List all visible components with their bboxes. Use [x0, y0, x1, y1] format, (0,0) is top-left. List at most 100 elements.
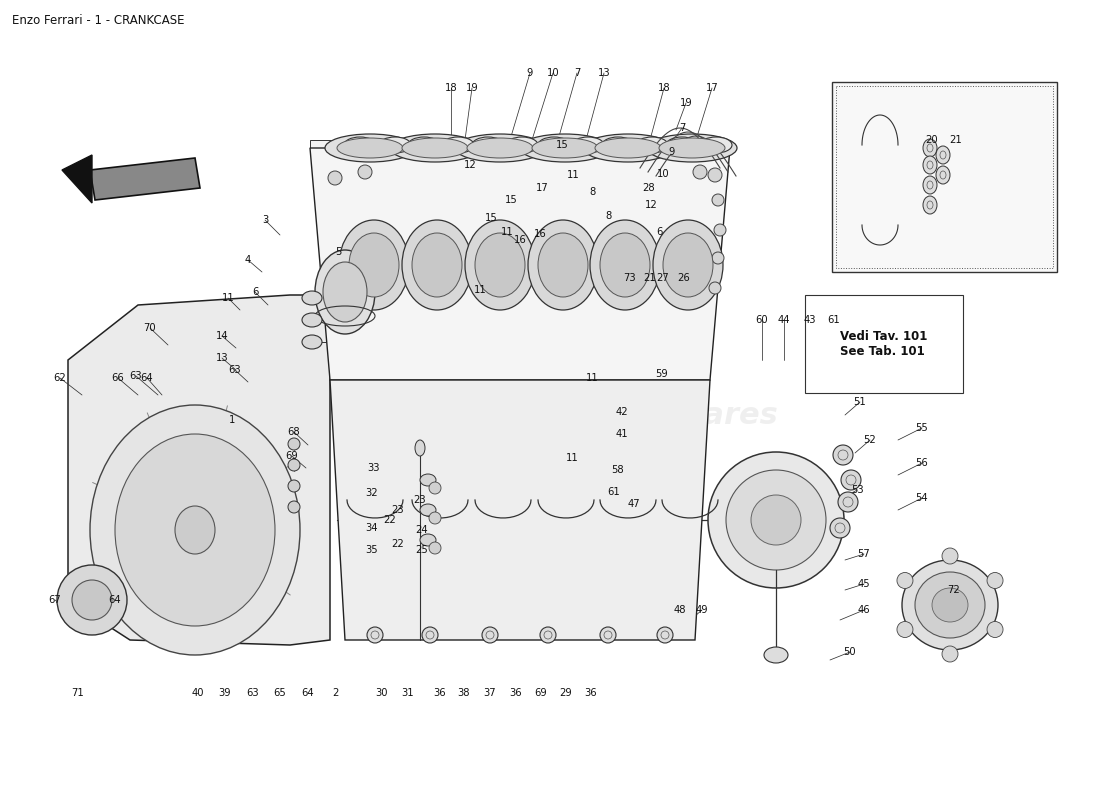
- Text: 17: 17: [705, 83, 718, 93]
- Ellipse shape: [726, 470, 826, 570]
- Ellipse shape: [302, 335, 322, 349]
- Ellipse shape: [923, 176, 937, 194]
- Text: 6: 6: [656, 227, 662, 237]
- Ellipse shape: [90, 405, 300, 655]
- Text: 19: 19: [680, 98, 692, 108]
- Polygon shape: [62, 155, 92, 203]
- Ellipse shape: [302, 313, 322, 327]
- Text: 36: 36: [433, 688, 447, 698]
- Ellipse shape: [455, 134, 544, 162]
- Text: 54: 54: [915, 493, 928, 503]
- Text: 7: 7: [574, 68, 580, 78]
- Text: 63: 63: [130, 371, 142, 381]
- Ellipse shape: [896, 622, 913, 638]
- Text: 16: 16: [514, 235, 527, 245]
- Ellipse shape: [349, 233, 399, 297]
- Ellipse shape: [429, 542, 441, 554]
- Text: 57: 57: [858, 549, 870, 559]
- Ellipse shape: [57, 565, 126, 635]
- Ellipse shape: [942, 646, 958, 662]
- Text: 15: 15: [485, 213, 497, 223]
- Text: 28: 28: [642, 183, 656, 193]
- Text: 51: 51: [854, 397, 867, 407]
- Ellipse shape: [175, 506, 214, 554]
- Text: 64: 64: [141, 373, 153, 383]
- Ellipse shape: [379, 137, 411, 153]
- Text: 6: 6: [252, 287, 258, 297]
- Text: 64: 64: [301, 688, 315, 698]
- Ellipse shape: [475, 233, 525, 297]
- Text: 10: 10: [547, 68, 559, 78]
- Ellipse shape: [324, 134, 415, 162]
- Ellipse shape: [302, 291, 322, 305]
- Text: 67: 67: [48, 595, 62, 605]
- Ellipse shape: [415, 440, 425, 456]
- Ellipse shape: [367, 627, 383, 643]
- Text: 18: 18: [658, 83, 670, 93]
- Text: 11: 11: [500, 227, 514, 237]
- Text: 17: 17: [536, 183, 549, 193]
- Ellipse shape: [288, 501, 300, 513]
- Ellipse shape: [663, 233, 713, 297]
- Text: 11: 11: [565, 453, 579, 463]
- Text: 58: 58: [610, 465, 624, 475]
- Text: 34: 34: [365, 523, 378, 533]
- Text: 35: 35: [365, 545, 378, 555]
- Text: 69: 69: [535, 688, 548, 698]
- Text: 43: 43: [804, 315, 816, 325]
- Polygon shape: [310, 148, 730, 380]
- Bar: [832, 82, 1057, 272]
- Ellipse shape: [700, 137, 732, 153]
- Text: 16: 16: [534, 229, 547, 239]
- Ellipse shape: [708, 452, 844, 588]
- Text: 9: 9: [669, 147, 675, 157]
- Text: 29: 29: [560, 688, 572, 698]
- Ellipse shape: [653, 220, 723, 310]
- Text: 22: 22: [392, 539, 405, 549]
- Ellipse shape: [712, 252, 724, 264]
- Ellipse shape: [328, 171, 342, 185]
- Ellipse shape: [390, 134, 480, 162]
- Text: 64: 64: [109, 595, 121, 605]
- Text: 22: 22: [384, 515, 396, 525]
- Text: 19: 19: [465, 83, 478, 93]
- Text: 37: 37: [484, 688, 496, 698]
- Text: 39: 39: [219, 688, 231, 698]
- Text: 41: 41: [616, 429, 628, 439]
- Text: 8: 8: [590, 187, 596, 197]
- Ellipse shape: [465, 220, 535, 310]
- Text: 26: 26: [678, 273, 691, 283]
- Ellipse shape: [923, 139, 937, 157]
- Text: 70: 70: [144, 323, 156, 333]
- Ellipse shape: [987, 622, 1003, 638]
- Text: 11: 11: [221, 293, 234, 303]
- Text: 73: 73: [623, 273, 636, 283]
- Text: 33: 33: [367, 463, 381, 473]
- Polygon shape: [90, 158, 200, 200]
- Ellipse shape: [323, 262, 367, 322]
- Ellipse shape: [288, 438, 300, 450]
- Text: 56: 56: [915, 458, 928, 468]
- Text: 11: 11: [585, 373, 598, 383]
- Ellipse shape: [595, 138, 661, 158]
- Text: 24: 24: [416, 525, 428, 535]
- Polygon shape: [310, 140, 730, 148]
- Text: 62: 62: [54, 373, 66, 383]
- Text: Enzo Ferrari - 1 - CRANKCASE: Enzo Ferrari - 1 - CRANKCASE: [12, 14, 185, 27]
- Text: 55: 55: [915, 423, 928, 433]
- Ellipse shape: [538, 233, 588, 297]
- Text: 66: 66: [111, 373, 124, 383]
- Text: 40: 40: [191, 688, 205, 698]
- Text: 53: 53: [850, 485, 864, 495]
- Text: 23: 23: [414, 495, 427, 505]
- Text: 11: 11: [566, 170, 580, 180]
- Text: 44: 44: [778, 315, 790, 325]
- Text: 10: 10: [657, 169, 669, 179]
- Text: 20: 20: [926, 135, 938, 145]
- Ellipse shape: [429, 512, 441, 524]
- Ellipse shape: [532, 138, 598, 158]
- Text: 13: 13: [597, 68, 611, 78]
- Ellipse shape: [932, 588, 968, 622]
- Ellipse shape: [420, 474, 436, 486]
- Polygon shape: [330, 380, 710, 640]
